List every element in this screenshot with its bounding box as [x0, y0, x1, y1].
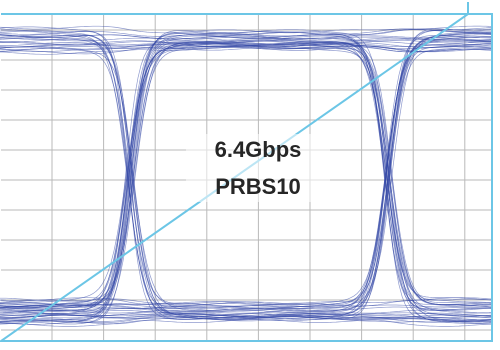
- eye-trace: [0, 28, 493, 323]
- eye-trace: [0, 317, 493, 325]
- eye-trace: [0, 34, 493, 323]
- eye-trace: [0, 40, 493, 307]
- eye-trace: [0, 311, 493, 317]
- eye-trace: [0, 32, 493, 310]
- eye-trace: [0, 42, 493, 301]
- annotation-pattern: PRBS10: [215, 174, 301, 199]
- label-backdrop: [186, 134, 330, 202]
- eye-trace: [0, 40, 493, 308]
- eye-trace: [0, 32, 493, 322]
- eye-trace: [0, 30, 493, 312]
- eye-trace: [0, 45, 493, 52]
- eye-trace: [0, 37, 493, 321]
- eye-trace: [0, 37, 493, 42]
- annotation-rate: 6.4Gbps: [215, 137, 302, 162]
- eye-trace: [0, 309, 492, 314]
- eye-trace: [0, 319, 493, 327]
- eye-trace: [0, 40, 493, 46]
- eye-trace: [0, 42, 492, 315]
- eye-trace: [0, 39, 493, 325]
- eye-trace: [0, 43, 493, 324]
- eye-trace: [0, 32, 493, 303]
- frame: [0, 2, 493, 342]
- eye-trace: [0, 28, 493, 311]
- eye-traces: [0, 25, 493, 327]
- eye-trace: [0, 313, 493, 319]
- eye-trace: [0, 34, 492, 40]
- eye-trace: [0, 45, 493, 325]
